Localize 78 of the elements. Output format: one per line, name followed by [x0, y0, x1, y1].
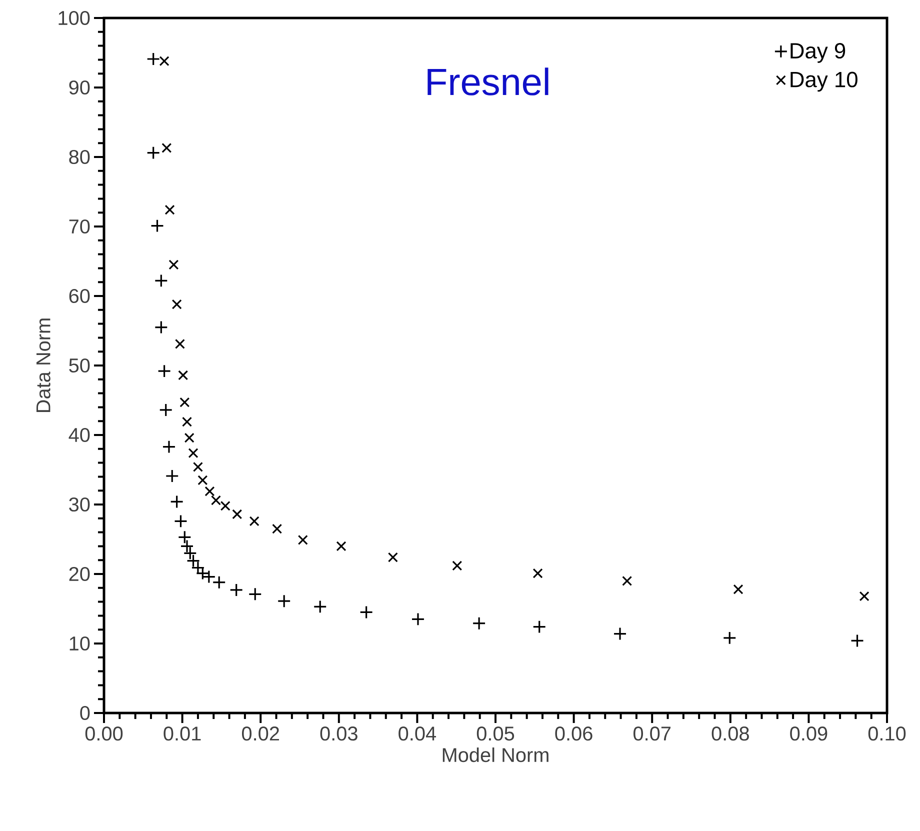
point — [336, 541, 346, 552]
y-tick-label: 70 — [69, 219, 90, 234]
y-tick-label: 20 — [69, 566, 90, 582]
point — [411, 612, 425, 626]
x-tick-label: 0.03 — [320, 726, 358, 741]
x-tick-label: 0.01 — [164, 726, 201, 741]
point — [850, 634, 864, 648]
point — [248, 587, 262, 601]
y-tick-label: 30 — [69, 497, 90, 512]
x-tick-label: 0.02 — [242, 726, 279, 741]
point — [360, 605, 374, 620]
point — [162, 142, 172, 153]
x-tick-label: 0.00 — [85, 726, 123, 741]
point — [170, 494, 184, 508]
point — [146, 146, 160, 160]
point — [232, 509, 242, 520]
point — [174, 338, 185, 349]
x-tick-label: 0.04 — [398, 726, 436, 741]
point — [613, 626, 627, 641]
point — [722, 631, 736, 645]
point — [230, 583, 244, 597]
point — [178, 530, 192, 544]
point — [174, 514, 188, 528]
point — [452, 560, 462, 571]
y-tick-label: 10 — [70, 636, 90, 651]
point — [178, 370, 188, 380]
point — [164, 204, 175, 215]
x-tick-label: 0.09 — [790, 726, 828, 741]
point — [158, 364, 172, 378]
x-tick-label: 0.06 — [555, 726, 592, 741]
point — [298, 534, 308, 545]
y-tick-label: 100 — [58, 10, 90, 26]
point — [388, 552, 398, 562]
legend-label: Day 9 — [790, 43, 846, 63]
x-axis-title: Model Norm — [442, 747, 548, 762]
y-tick-label: 90 — [69, 80, 90, 95]
point — [159, 403, 173, 417]
y-tick-label: 80 — [69, 150, 90, 164]
point — [188, 448, 198, 458]
point — [165, 469, 179, 483]
point — [184, 432, 194, 443]
x-tick-label: 0.05 — [476, 726, 514, 741]
x-tick-label: 0.08 — [712, 726, 749, 741]
point — [154, 320, 168, 334]
y-axis-title: Data Norm — [36, 318, 50, 412]
point — [198, 475, 208, 486]
x-tick-label: 0.10 — [868, 726, 906, 741]
point — [859, 591, 870, 602]
point — [532, 568, 543, 578]
point — [154, 274, 168, 288]
y-tick-label: 60 — [69, 288, 90, 304]
point — [159, 56, 170, 66]
point — [182, 416, 192, 427]
point — [204, 486, 215, 496]
y-tick-label: 50 — [69, 358, 90, 373]
point — [622, 576, 632, 586]
point — [472, 616, 486, 630]
point — [212, 576, 226, 590]
point — [532, 620, 546, 634]
y-tick-label: 40 — [68, 428, 90, 442]
text: Fresnel — [428, 68, 548, 96]
point — [220, 500, 230, 511]
legend-label: Day 10 — [790, 72, 858, 92]
point — [272, 524, 282, 534]
point — [168, 260, 179, 270]
point — [249, 516, 260, 526]
point — [180, 397, 190, 408]
point — [162, 440, 176, 454]
point — [150, 219, 164, 233]
point — [146, 52, 160, 66]
x-tick-label: 0.07 — [633, 726, 670, 741]
point — [733, 584, 744, 594]
point — [210, 495, 221, 506]
point — [172, 299, 182, 310]
y-tick-label: 0 — [80, 706, 90, 720]
point — [277, 594, 291, 608]
point — [192, 462, 203, 472]
point — [313, 600, 327, 614]
